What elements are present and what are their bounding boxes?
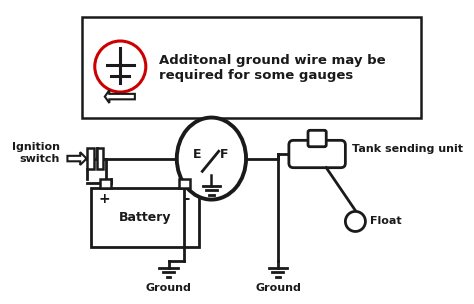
Circle shape [346, 211, 365, 231]
Polygon shape [105, 90, 135, 103]
Polygon shape [67, 152, 87, 165]
Text: Float: Float [370, 216, 401, 226]
FancyBboxPatch shape [308, 130, 326, 147]
Bar [88, 148, 94, 170]
Bar [179, 179, 190, 188]
FancyBboxPatch shape [289, 140, 346, 168]
Text: -: - [182, 191, 189, 206]
Bar [91, 188, 199, 247]
Text: Additonal ground wire may be: Additonal ground wire may be [159, 54, 386, 67]
Bar [97, 148, 103, 170]
Text: Tank sending unit: Tank sending unit [352, 143, 463, 154]
Ellipse shape [177, 118, 246, 199]
Text: Ignition
switch: Ignition switch [12, 142, 60, 164]
Text: +: + [98, 192, 109, 206]
Text: E: E [192, 147, 201, 161]
Bar [82, 17, 421, 118]
Bar [100, 179, 111, 188]
Text: Ground: Ground [255, 283, 301, 293]
Circle shape [95, 41, 146, 92]
Text: Ground: Ground [146, 283, 191, 293]
Text: required for some gauges: required for some gauges [159, 69, 354, 82]
Text: Battery: Battery [118, 211, 171, 224]
Text: F: F [220, 147, 228, 161]
